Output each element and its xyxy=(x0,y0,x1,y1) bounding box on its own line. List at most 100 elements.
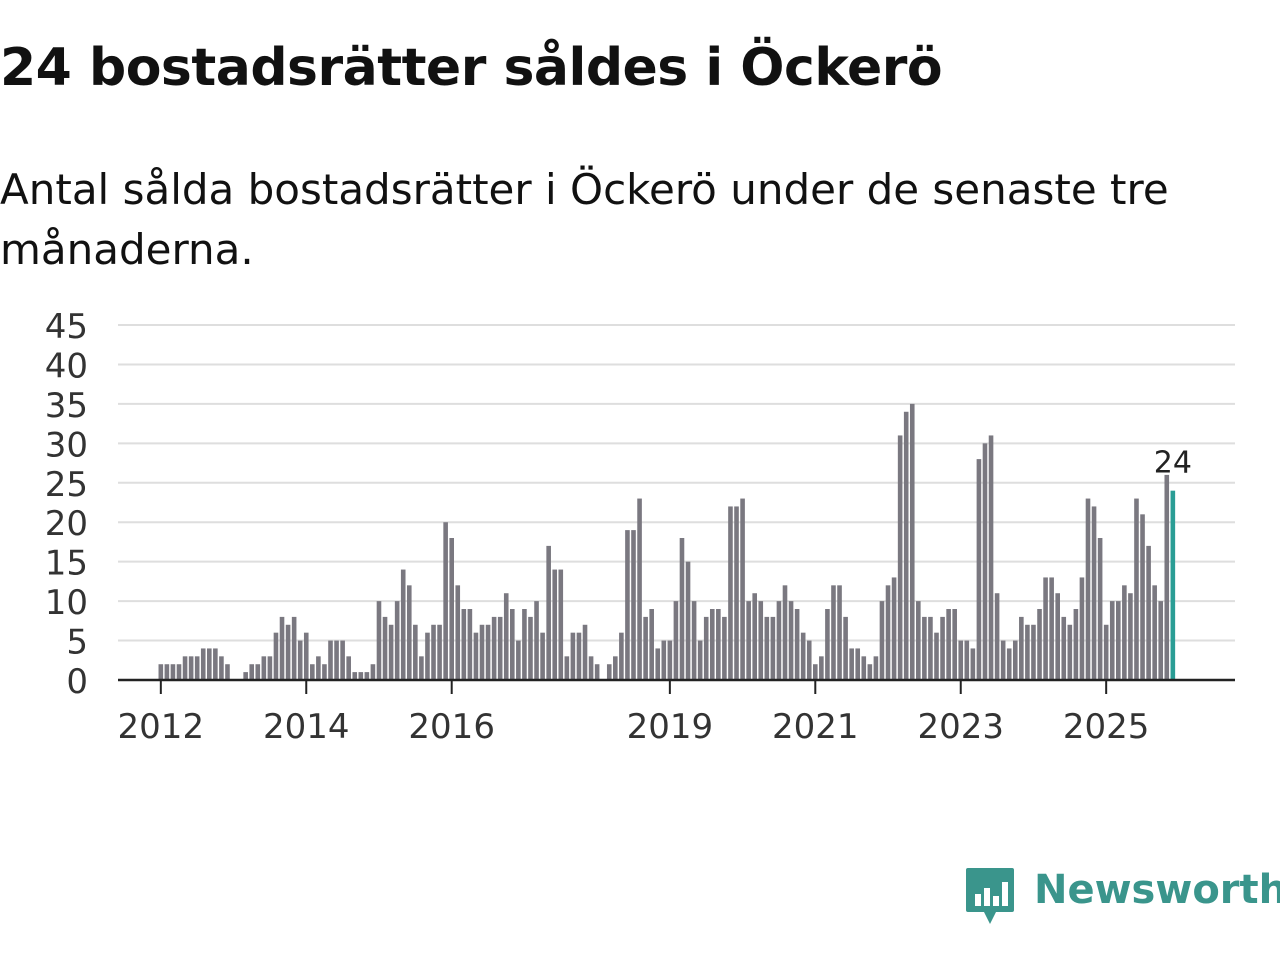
bar xyxy=(806,640,812,680)
bar xyxy=(1012,640,1018,680)
bar xyxy=(764,616,770,680)
bar xyxy=(813,664,818,680)
bar xyxy=(170,664,176,680)
bar xyxy=(1055,593,1060,680)
bar xyxy=(1128,593,1133,680)
bar xyxy=(503,593,509,680)
bar xyxy=(546,545,551,680)
x-tick-label: 2014 xyxy=(263,707,350,747)
bar xyxy=(188,656,194,680)
bar xyxy=(267,656,273,680)
bar xyxy=(1006,648,1012,680)
bar xyxy=(1109,601,1115,680)
bar xyxy=(1158,601,1164,680)
bar xyxy=(988,435,994,680)
y-tick-label: 30 xyxy=(45,425,88,465)
bar xyxy=(940,616,945,680)
bar xyxy=(346,656,351,680)
bar xyxy=(873,656,879,680)
bar xyxy=(243,672,248,680)
bar xyxy=(667,640,673,680)
bar xyxy=(467,609,473,680)
bar xyxy=(334,640,339,680)
y-tick-label: 45 xyxy=(45,307,88,347)
bar xyxy=(928,616,933,680)
bar xyxy=(1164,474,1170,680)
data-label-latest: 24 xyxy=(1154,446,1192,481)
bar xyxy=(285,624,291,680)
bar xyxy=(491,616,497,680)
bar xyxy=(570,632,576,680)
bar xyxy=(625,530,630,680)
bar xyxy=(879,601,885,680)
bar xyxy=(613,656,618,680)
bar xyxy=(606,664,612,680)
bar xyxy=(849,648,854,680)
bar xyxy=(255,664,261,680)
bar xyxy=(370,664,376,680)
bar xyxy=(479,624,485,680)
bar xyxy=(685,561,691,680)
x-tick-label: 2019 xyxy=(627,707,714,747)
bar xyxy=(552,569,558,680)
newsworthy-logo: Newsworthy xyxy=(962,862,1280,932)
bar xyxy=(388,624,394,680)
bar xyxy=(782,585,788,680)
bar xyxy=(176,664,182,680)
bar xyxy=(510,609,515,680)
bar xyxy=(413,624,418,680)
bar xyxy=(1091,506,1097,680)
bar xyxy=(1067,624,1073,680)
bar xyxy=(291,616,297,680)
bar xyxy=(200,648,206,680)
y-tick-label: 15 xyxy=(45,544,88,584)
bar xyxy=(1097,538,1103,680)
bar xyxy=(619,632,624,680)
bar xyxy=(1019,616,1024,680)
bar xyxy=(703,616,709,680)
bar xyxy=(297,640,303,680)
bar xyxy=(419,656,424,680)
bar xyxy=(964,640,970,680)
bar xyxy=(770,616,776,680)
bar xyxy=(1037,609,1042,680)
bar xyxy=(861,656,867,680)
bar xyxy=(631,530,636,680)
y-tick-label: 10 xyxy=(45,583,88,623)
logo-wordmark: Newsworthy xyxy=(1034,867,1280,913)
bar xyxy=(788,601,794,680)
bar xyxy=(673,601,679,680)
bar xyxy=(394,601,400,680)
bar xyxy=(558,569,564,680)
bar xyxy=(819,656,824,680)
bar xyxy=(958,640,964,680)
bar xyxy=(588,656,594,680)
bar xyxy=(534,601,539,680)
bar xyxy=(322,664,327,680)
bar xyxy=(249,664,255,680)
bar xyxy=(425,632,430,680)
bar xyxy=(328,640,333,680)
bar xyxy=(994,593,1000,680)
bar xyxy=(1043,577,1048,680)
bar xyxy=(800,632,806,680)
bar xyxy=(970,648,976,680)
x-tick-label: 2016 xyxy=(408,707,495,747)
bar xyxy=(382,616,388,680)
bar xyxy=(303,632,309,680)
chart-title: 24 bostadsrätter såldes i Öckerö xyxy=(0,38,943,98)
x-tick-label: 2012 xyxy=(118,707,205,747)
x-tick-label: 2021 xyxy=(772,707,859,747)
bar xyxy=(776,601,782,680)
bar xyxy=(497,616,503,680)
bar xyxy=(843,616,848,680)
bar xyxy=(316,656,321,680)
bar xyxy=(576,632,582,680)
bar xyxy=(352,672,358,680)
bar xyxy=(740,498,745,680)
bar xyxy=(752,593,757,680)
bar xyxy=(485,624,491,680)
bar xyxy=(976,459,982,680)
bar xyxy=(225,664,230,680)
